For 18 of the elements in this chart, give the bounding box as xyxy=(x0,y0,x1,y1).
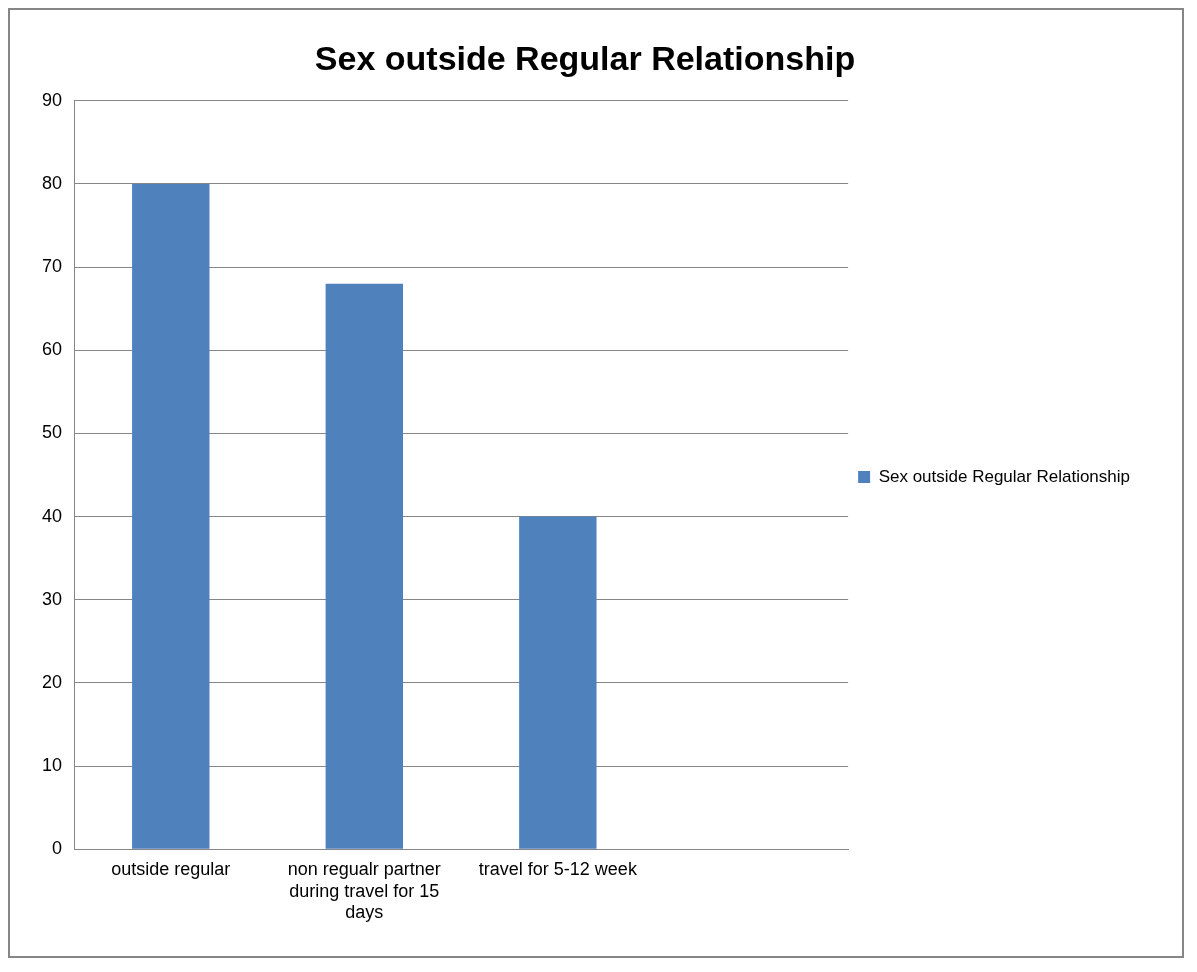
chart-title: Sex outside Regular Relationship xyxy=(314,38,856,77)
y-tick-label: 0 xyxy=(52,838,63,859)
y-tick-label: 10 xyxy=(41,755,63,776)
y-tick-label: 40 xyxy=(41,505,63,526)
y-tick-label: 50 xyxy=(41,422,63,443)
x-tick-label: travel for 5-12 week xyxy=(478,858,638,879)
y-tick-label: 60 xyxy=(41,339,63,360)
y-tick-label: 70 xyxy=(41,256,63,277)
legend-label: Sex outside Regular Relationship xyxy=(878,466,1130,486)
y-tick-label: 90 xyxy=(41,89,63,110)
y-tick-label: 30 xyxy=(41,588,63,609)
y-tick-label: 20 xyxy=(41,671,63,692)
bar xyxy=(519,516,597,849)
bar xyxy=(325,283,404,849)
bar xyxy=(132,183,210,849)
x-tick-label: non regualr partner during travel for 15 days xyxy=(287,858,441,923)
x-tick-label: outside regular xyxy=(111,858,231,879)
y-tick-label: 80 xyxy=(41,172,63,193)
